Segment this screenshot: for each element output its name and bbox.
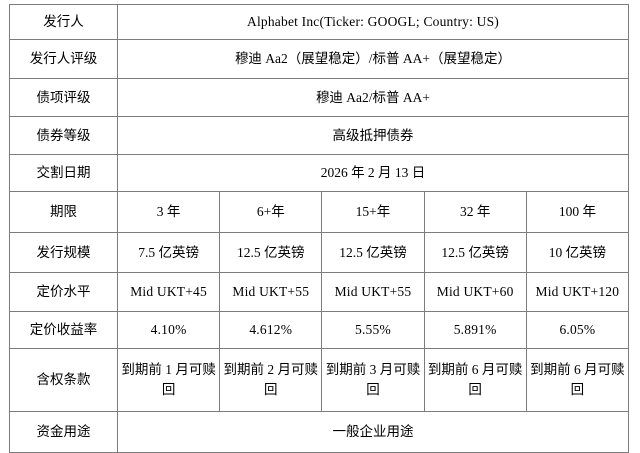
- cell-embedded-terms-3: 到期前 3 月可赎回: [321, 348, 425, 412]
- row-label-issue-size: 发行规模: [9, 232, 118, 273]
- table-row-settlement-date: 交割日期 2026 年 2 月 13 日: [9, 154, 629, 192]
- row-label-tenor: 期限: [9, 191, 118, 233]
- cell-tenor-3: 15+年: [321, 191, 425, 233]
- cell-issue-size-4: 12.5 亿英镑: [423, 232, 527, 273]
- row-label-issue-rating: 债项评级: [9, 78, 118, 117]
- row-label-bond-grade: 债券等级: [9, 116, 118, 155]
- cell-tenor-1: 3 年: [116, 191, 221, 233]
- cell-issue-size-3: 12.5 亿英镑: [321, 232, 425, 273]
- table-row-issuer-rating: 发行人评级 穆迪 Aa2（展望稳定）/标普 AA+（展望稳定）: [9, 39, 629, 79]
- cell-embedded-terms-4: 到期前 6 月可赎回: [423, 348, 527, 412]
- cell-pricing-level-1: Mid UKT+45: [116, 272, 221, 312]
- cell-pricing-yield-5: 6.05%: [525, 311, 630, 349]
- cell-tenor-5: 100 年: [525, 191, 630, 233]
- row-value-use-of-proceeds: 一般企业用途: [117, 411, 629, 453]
- cell-pricing-yield-2: 4.612%: [219, 311, 323, 349]
- bond-terms-table: 发行人 Alphabet Inc(Ticker: GOOGL; Country:…: [9, 4, 630, 453]
- cell-pricing-yield-4: 5.891%: [423, 311, 527, 349]
- row-value-settlement-date: 2026 年 2 月 13 日: [117, 154, 629, 192]
- table-row-bond-grade: 债券等级 高级抵押债券: [9, 116, 629, 155]
- cell-pricing-level-5: Mid UKT+120: [525, 272, 630, 312]
- cell-issue-size-1: 7.5 亿英镑: [116, 232, 221, 273]
- row-label-pricing-level: 定价水平: [9, 272, 118, 312]
- row-label-settlement-date: 交割日期: [9, 154, 118, 192]
- row-label-issuer: 发行人: [9, 4, 118, 40]
- row-label-use-of-proceeds: 资金用途: [9, 411, 118, 453]
- cell-embedded-terms-2: 到期前 2 月可赎回: [219, 348, 323, 412]
- table-row-pricing-yield: 定价收益率 4.10% 4.612% 5.55% 5.891% 6.05%: [9, 311, 630, 349]
- row-label-pricing-yield: 定价收益率: [9, 311, 118, 349]
- cell-pricing-level-2: Mid UKT+55: [219, 272, 323, 312]
- row-value-issue-rating: 穆迪 Aa2/标普 AA+: [117, 78, 629, 117]
- row-value-issuer-rating: 穆迪 Aa2（展望稳定）/标普 AA+（展望稳定）: [117, 39, 629, 79]
- cell-pricing-yield-3: 5.55%: [321, 311, 425, 349]
- cell-embedded-terms-1: 到期前 1 月可赎回: [116, 348, 221, 412]
- row-value-bond-grade: 高级抵押债券: [117, 116, 629, 155]
- cell-pricing-level-3: Mid UKT+55: [321, 272, 425, 312]
- cell-issue-size-2: 12.5 亿英镑: [219, 232, 323, 273]
- cell-embedded-terms-5: 到期前 6 月可赎回: [525, 348, 630, 412]
- bond-term-sheet: 发行人 Alphabet Inc(Ticker: GOOGL; Country:…: [9, 4, 630, 453]
- table-body: 发行人 Alphabet Inc(Ticker: GOOGL; Country:…: [9, 4, 630, 453]
- cell-pricing-yield-1: 4.10%: [116, 311, 221, 349]
- cell-pricing-level-4: Mid UKT+60: [423, 272, 527, 312]
- table-row-issue-size: 发行规模 7.5 亿英镑 12.5 亿英镑 12.5 亿英镑 12.5 亿英镑 …: [9, 232, 630, 273]
- table-row-issue-rating: 债项评级 穆迪 Aa2/标普 AA+: [9, 78, 629, 117]
- row-value-issuer: Alphabet Inc(Ticker: GOOGL; Country: US): [117, 4, 629, 40]
- cell-tenor-4: 32 年: [423, 191, 527, 233]
- row-label-issuer-rating: 发行人评级: [9, 39, 118, 79]
- table-row-tenor: 期限 3 年 6+年 15+年 32 年 100 年: [9, 191, 630, 233]
- table-row-issuer: 发行人 Alphabet Inc(Ticker: GOOGL; Country:…: [9, 4, 629, 40]
- table-row-use-of-proceeds: 资金用途 一般企业用途: [9, 411, 629, 453]
- table-row-embedded-terms: 含权条款 到期前 1 月可赎回 到期前 2 月可赎回 到期前 3 月可赎回 到期…: [9, 348, 630, 412]
- table-row-pricing-level: 定价水平 Mid UKT+45 Mid UKT+55 Mid UKT+55 Mi…: [9, 272, 630, 312]
- cell-issue-size-5: 10 亿英镑: [525, 232, 630, 273]
- cell-tenor-2: 6+年: [219, 191, 323, 233]
- row-label-embedded-terms: 含权条款: [9, 348, 118, 412]
